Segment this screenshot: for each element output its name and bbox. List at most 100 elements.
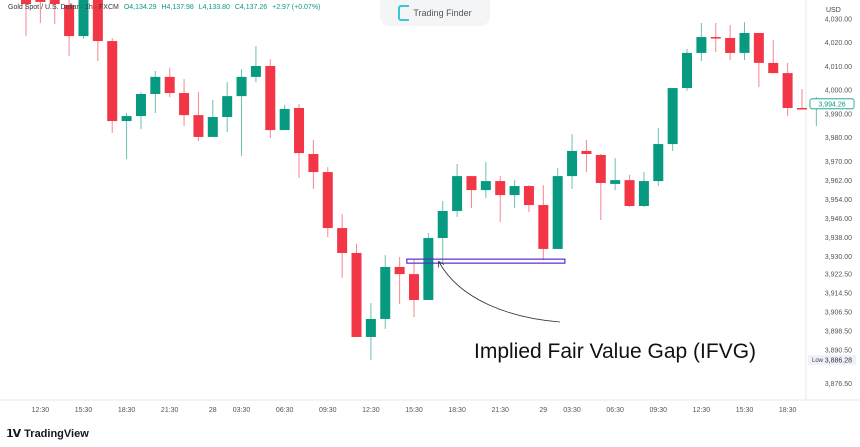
candle-body (509, 186, 520, 196)
candle-body (308, 154, 319, 173)
candle-body (107, 41, 118, 122)
footer: 𝟭𝗩 TradingView (0, 421, 860, 447)
candle-body (495, 181, 506, 196)
bullish-candle (222, 82, 233, 132)
price-tick-label: 4,030.00 (825, 17, 852, 24)
candle-body (595, 154, 606, 183)
bearish-candle (265, 59, 276, 139)
candle-body (265, 65, 276, 131)
time-tick-label: 12:30 (362, 407, 380, 414)
time-tick-label: 21:30 (491, 407, 509, 414)
currency-label: USD (826, 7, 841, 14)
bearish-candle (710, 23, 721, 52)
time-tick-label: 18:30 (779, 407, 797, 414)
symbol-header: Gold Spot / U.S. Dollar · 1h · FXCM O4,1… (8, 4, 320, 11)
price-tick-label: 3,876.50 (825, 381, 852, 388)
low-tag: Low (812, 358, 824, 364)
time-axis[interactable]: 12:30 15:30 18:30 21:30 28 03:30 06:30 09:30 12:… (32, 407, 797, 414)
bearish-candle (337, 214, 348, 278)
candle-body (567, 150, 578, 177)
bearish-candle (179, 79, 190, 127)
bearish-candle (595, 154, 606, 220)
low-value: L4,133.80 (198, 4, 230, 11)
candle-body (710, 37, 721, 39)
bearish-candle (523, 185, 534, 212)
bearish-candle (782, 62, 793, 117)
price-tick-label: 3,954.00 (825, 197, 852, 204)
price-tick-label: 4,020.00 (825, 40, 852, 47)
candle-body (394, 266, 405, 275)
price-tick-label: 3,946.00 (825, 216, 852, 223)
candle-body (35, 0, 46, 2)
bearish-candle (21, 0, 31, 37)
price-tick-label: 4,000.00 (825, 88, 852, 95)
candle-body (653, 144, 664, 182)
candle-body (552, 176, 563, 249)
candle-body (351, 252, 362, 337)
annotation-label: Implied Fair Value Gap (IFVG) (474, 340, 756, 363)
low-value: 3,886.28 (825, 358, 852, 365)
candle-body (64, 4, 75, 37)
candle-body (725, 37, 736, 53)
price-tick-label: 3,906.50 (825, 310, 852, 317)
candle-body (408, 274, 419, 300)
symbol-title[interactable]: Gold Spot / U.S. Dollar · 1h · FXCM (8, 4, 119, 11)
high-value: H4,137.98 (161, 4, 194, 11)
bullish-candle (150, 70, 161, 113)
candle-body (135, 93, 146, 117)
bullish-candle (279, 104, 290, 131)
bearish-candle (495, 176, 506, 223)
bullish-candle (696, 23, 707, 62)
watermark-text: Trading Finder (413, 8, 472, 18)
low-marker: Low 3,886.28 (808, 355, 856, 366)
bullish-candle (509, 180, 520, 209)
price-tick-label: 3,922.50 (825, 272, 852, 279)
bearish-candle (35, 0, 46, 24)
candle-body (753, 33, 764, 63)
time-tick-label: 06:30 (276, 407, 294, 414)
price-axis[interactable]: 4,030.00 4,020.00 4,010.00 4,000.00 3,990.00… (825, 17, 852, 388)
time-tick-label: 15:30 (405, 407, 423, 414)
ifvg-zone-layer (406, 258, 566, 264)
last-price-value: 3,994.26 (818, 101, 845, 108)
time-tick-label: 15:30 (75, 407, 93, 414)
candle-body (179, 93, 190, 116)
bullish-candle (437, 201, 448, 263)
candle-body (322, 172, 333, 229)
candle-body (638, 181, 649, 206)
bullish-candle (135, 92, 146, 130)
price-tick-label: 3,930.00 (825, 254, 852, 261)
time-tick-label: 09:30 (319, 407, 337, 414)
time-tick-label: 18:30 (448, 407, 466, 414)
candle-body (696, 37, 707, 53)
close-value: C4,137.26 (234, 4, 268, 11)
bullish-candle (480, 162, 491, 198)
candle-body (121, 116, 132, 122)
candle-body (279, 108, 290, 131)
open-value: O4,134.29 (123, 4, 157, 11)
candle-body (150, 76, 161, 94)
price-tick-label: 3,970.00 (825, 159, 852, 166)
bearish-candle (294, 103, 305, 178)
candle-body (236, 76, 247, 97)
candle-body (164, 76, 175, 94)
price-tick-label: 3,890.50 (825, 348, 852, 355)
bullish-candle (380, 255, 391, 329)
candle-body (365, 318, 376, 337)
price-tick-label: 3,980.00 (825, 135, 852, 142)
candle-body (423, 238, 434, 300)
bearish-candle (107, 37, 118, 133)
bearish-candle (308, 140, 319, 189)
candle-body (610, 180, 621, 184)
candle-body (193, 115, 204, 137)
time-tick-label: 21:30 (161, 407, 179, 414)
bullish-candle (365, 303, 376, 361)
tradingview-mark-icon: 𝟭𝗩 (6, 428, 21, 440)
candle-body (78, 0, 89, 37)
tradingview-logo[interactable]: 𝟭𝗩 TradingView (6, 427, 89, 441)
candlestick-chart[interactable]: Implied Fair Value Gap (IFVG) USD 4,030.… (0, 0, 860, 420)
candle-body (624, 180, 635, 206)
bearish-candle (725, 24, 736, 61)
candle-body (466, 176, 477, 191)
candle-body (682, 52, 693, 89)
